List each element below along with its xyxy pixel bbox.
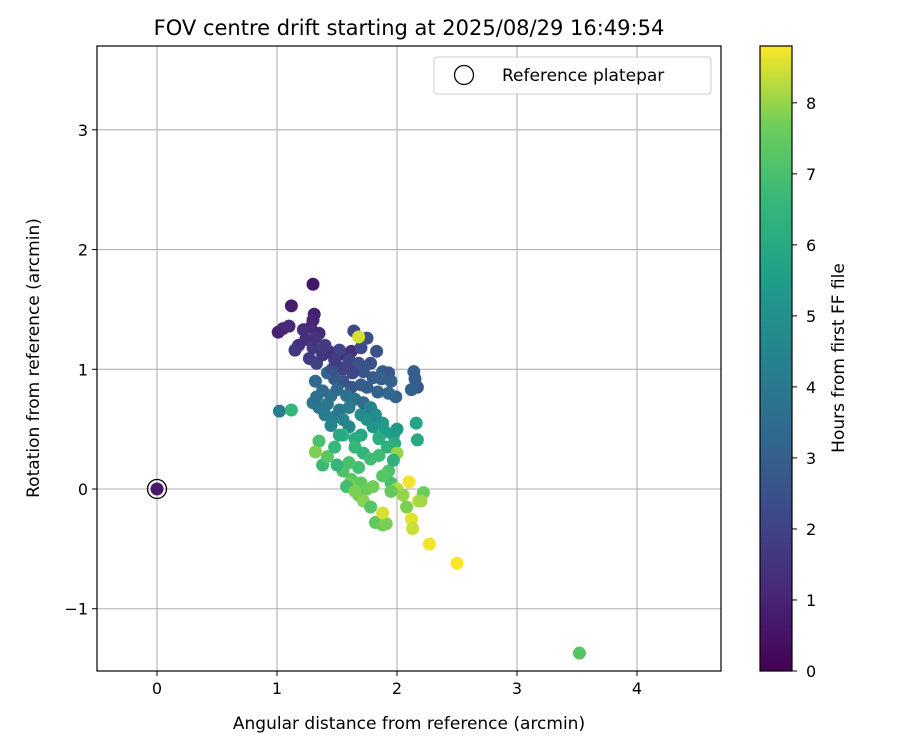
data-point: [396, 488, 410, 502]
data-point: [324, 419, 338, 433]
data-point: [332, 343, 346, 357]
data-point: [352, 330, 366, 344]
data-point: [390, 422, 404, 436]
data-point: [422, 537, 436, 551]
data-point: [306, 277, 320, 291]
data-point: [320, 397, 334, 411]
colorbar-tick-label: 5: [806, 307, 816, 326]
data-point: [328, 440, 342, 454]
y-tick-label: 0: [78, 480, 88, 499]
data-point: [310, 390, 324, 404]
data-point: [308, 331, 322, 345]
data-point: [400, 500, 414, 514]
legend-marker-reference: [453, 64, 475, 86]
data-point: [366, 480, 380, 494]
data-point: [404, 512, 418, 526]
y-tick-label: 1: [78, 360, 88, 379]
data-point: [404, 383, 418, 397]
y-axis-label: Rotation from reference (arcmin): [24, 218, 44, 498]
data-point: [352, 460, 366, 474]
x-tick-label: 3: [512, 679, 522, 698]
data-point: [282, 319, 296, 333]
colorbar-label: Hours from first FF file: [829, 263, 849, 453]
data-point: [376, 506, 390, 520]
data-point: [409, 416, 423, 430]
data-point: [330, 458, 344, 472]
data-point: [342, 401, 356, 415]
data-point: [364, 500, 378, 514]
colorbar-tick-label: 8: [806, 94, 816, 113]
data-point: [410, 433, 424, 447]
data-point: [284, 299, 298, 313]
data-point: [332, 428, 346, 442]
x-axis-ticks: 0 1 2 3 4: [152, 671, 642, 698]
data-point: [382, 386, 396, 400]
colorbar-ticks: 0 1 2 3 4 5 6 7 8: [792, 94, 816, 681]
data-point: [371, 385, 385, 399]
colorbar-tick-label: 2: [806, 520, 816, 539]
data-point: [272, 404, 286, 418]
data-point: [318, 338, 332, 352]
colorbar-tick-label: 3: [806, 449, 816, 468]
chart-title: FOV centre drift starting at 2025/08/29 …: [154, 16, 665, 40]
data-point: [340, 360, 354, 374]
plot-frame: [96, 45, 722, 672]
data-point: [386, 453, 400, 467]
x-tick-label: 2: [392, 679, 402, 698]
x-tick-label: 1: [272, 679, 282, 698]
data-point: [288, 343, 302, 357]
legend-box: [433, 56, 712, 95]
data-point: [384, 484, 398, 498]
data-point: [284, 403, 298, 417]
legend-label-reference: Reference platepar: [502, 66, 664, 86]
x-axis-label: Angular distance from reference (arcmin): [233, 714, 585, 734]
data-point: [308, 445, 322, 459]
data-point: [364, 356, 378, 370]
colorbar-tick-label: 0: [806, 662, 816, 681]
data-point: [402, 475, 416, 489]
data-point: [384, 374, 398, 388]
data-point: [406, 522, 420, 536]
y-tick-label: 3: [78, 121, 88, 140]
data-point: [328, 353, 342, 367]
data-point: [354, 341, 368, 355]
x-tick-label: 4: [632, 679, 642, 698]
data-point: [330, 383, 344, 397]
reference-point: [150, 482, 164, 496]
data-point: [376, 469, 390, 483]
y-axis-ticks: −1 0 1 2 3: [64, 121, 97, 619]
data-point: [320, 450, 334, 464]
y-tick-label: 2: [78, 241, 88, 260]
grid-lines: [97, 46, 721, 671]
reference-marker: [146, 478, 168, 500]
colorbar: 0 1 2 3 4 5 6 7 8 Hours from first FF file: [759, 45, 849, 681]
data-point: [414, 494, 428, 508]
colorbar-tick-label: 6: [806, 236, 816, 255]
data-point: [380, 440, 394, 454]
colorbar-gradient: [759, 45, 793, 672]
colorbar-tick-label: 4: [806, 378, 816, 397]
data-point: [572, 646, 586, 660]
x-tick-label: 0: [152, 679, 162, 698]
colorbar-tick-label: 7: [806, 165, 816, 184]
data-point: [368, 408, 382, 422]
data-points: [146, 277, 586, 660]
data-point: [450, 556, 464, 570]
data-point: [370, 344, 384, 358]
data-point: [348, 484, 362, 498]
legend: Reference platepar: [433, 56, 712, 95]
data-point: [312, 434, 326, 448]
colorbar-tick-label: 1: [806, 591, 816, 610]
data-point: [379, 517, 393, 531]
data-point: [372, 432, 386, 446]
y-tick-label: −1: [64, 600, 88, 619]
data-point: [372, 448, 386, 462]
data-point: [308, 374, 322, 388]
